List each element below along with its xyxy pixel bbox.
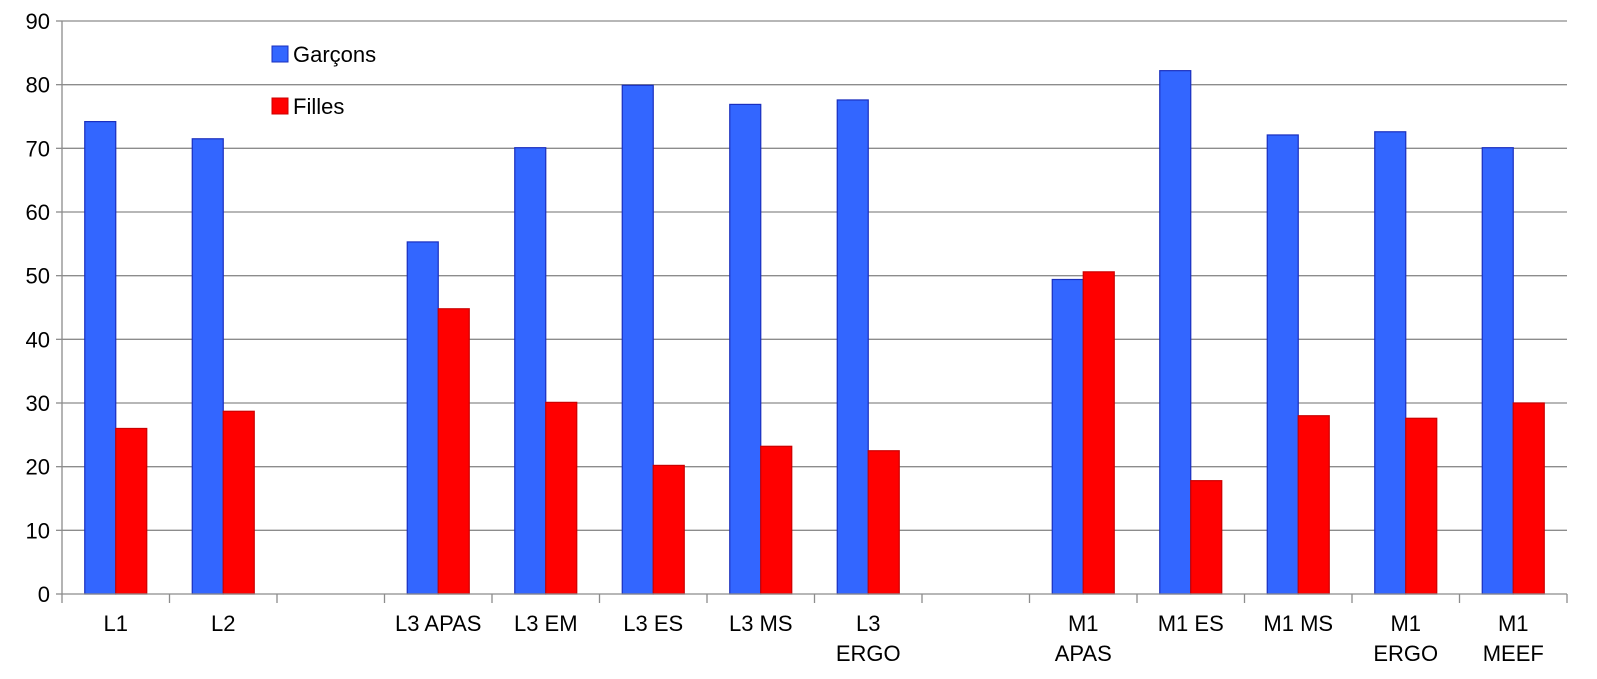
legend: Garçons Filles	[271, 42, 376, 119]
bar-filles	[1297, 415, 1330, 595]
bar-filles	[867, 450, 900, 595]
bar-filles	[545, 401, 578, 595]
bar-filles	[652, 464, 685, 595]
legend-label: Filles	[293, 94, 344, 119]
x-category-label-line: M1	[1498, 611, 1529, 636]
bar-garcons	[191, 138, 224, 595]
bar-filles	[760, 445, 793, 595]
y-tick-label: 60	[26, 200, 50, 225]
bar-garcons	[729, 103, 762, 595]
y-tick-label: 50	[26, 264, 50, 289]
x-category-label-line: L3 EM	[514, 611, 578, 636]
x-category-label-line: M1	[1390, 611, 1421, 636]
x-category-label-line: L3 ES	[623, 611, 683, 636]
legend-swatch	[271, 97, 289, 115]
x-category-label-line: M1 ES	[1158, 611, 1224, 636]
x-category-label-line: L1	[104, 611, 128, 636]
y-tick-label: 70	[26, 136, 50, 161]
x-category-label-line: APAS	[1055, 641, 1112, 666]
bar-filles	[222, 410, 255, 595]
bar-garcons	[1481, 147, 1514, 595]
x-category-label: L1	[104, 611, 128, 636]
bar-filles	[115, 427, 148, 595]
y-tick-label: 10	[26, 518, 50, 543]
x-category-label: M1 MEEF	[1483, 611, 1544, 666]
legend-swatch	[271, 45, 289, 63]
x-category-label: M1 MS	[1263, 611, 1333, 636]
x-category-label-line: L3 APAS	[395, 611, 481, 636]
bar-garcons	[514, 147, 547, 595]
legend-label: Garçons	[293, 42, 376, 67]
y-tick-label: 20	[26, 455, 50, 480]
x-category-label: M1 ES	[1158, 611, 1224, 636]
bar-garcons	[406, 241, 439, 595]
x-category-label-line: ERGO	[836, 641, 901, 666]
x-category-label-line: L2	[211, 611, 235, 636]
x-category-label-line: L3 MS	[729, 611, 793, 636]
x-category-label-line: MEEF	[1483, 641, 1544, 666]
bar-filles	[1082, 271, 1115, 595]
bar-garcons	[836, 99, 869, 595]
x-category-label: L3 EM	[514, 611, 578, 636]
y-tick-label: 80	[26, 73, 50, 98]
y-tick-label: 40	[26, 327, 50, 352]
bar-garcons	[1266, 134, 1299, 595]
x-category-label-line: ERGO	[1373, 641, 1438, 666]
bar-garcons	[1051, 278, 1084, 595]
bar-garcons	[1159, 70, 1192, 595]
axes	[56, 20, 1568, 603]
x-category-label: M1 APAS	[1055, 611, 1112, 666]
x-category-label: L2	[211, 611, 235, 636]
y-axis-tick-labels: 0 10 20 30 40 50 60 70 80 90	[26, 9, 50, 607]
bar-filles	[437, 308, 470, 595]
x-category-label: L3 APAS	[395, 611, 481, 636]
x-category-label-line: M1	[1068, 611, 1099, 636]
y-tick-label: 0	[38, 582, 50, 607]
bar-filles	[1190, 480, 1223, 595]
x-category-label: L3 MS	[729, 611, 793, 636]
x-category-label: L3 ES	[623, 611, 683, 636]
gridlines	[62, 20, 1567, 531]
bar-filles	[1512, 402, 1545, 595]
bar-garcons	[621, 84, 654, 595]
x-category-label-line: L3	[856, 611, 880, 636]
y-tick-label: 90	[26, 9, 50, 34]
bar-garcons	[84, 120, 117, 595]
y-tick-label: 30	[26, 391, 50, 416]
bar-filles	[1405, 417, 1438, 595]
bar-garcons	[1374, 131, 1407, 595]
x-category-label: L3 ERGO	[836, 611, 901, 666]
x-category-label-line: M1 MS	[1263, 611, 1333, 636]
bars	[84, 70, 1545, 595]
x-category-label: M1 ERGO	[1373, 611, 1438, 666]
